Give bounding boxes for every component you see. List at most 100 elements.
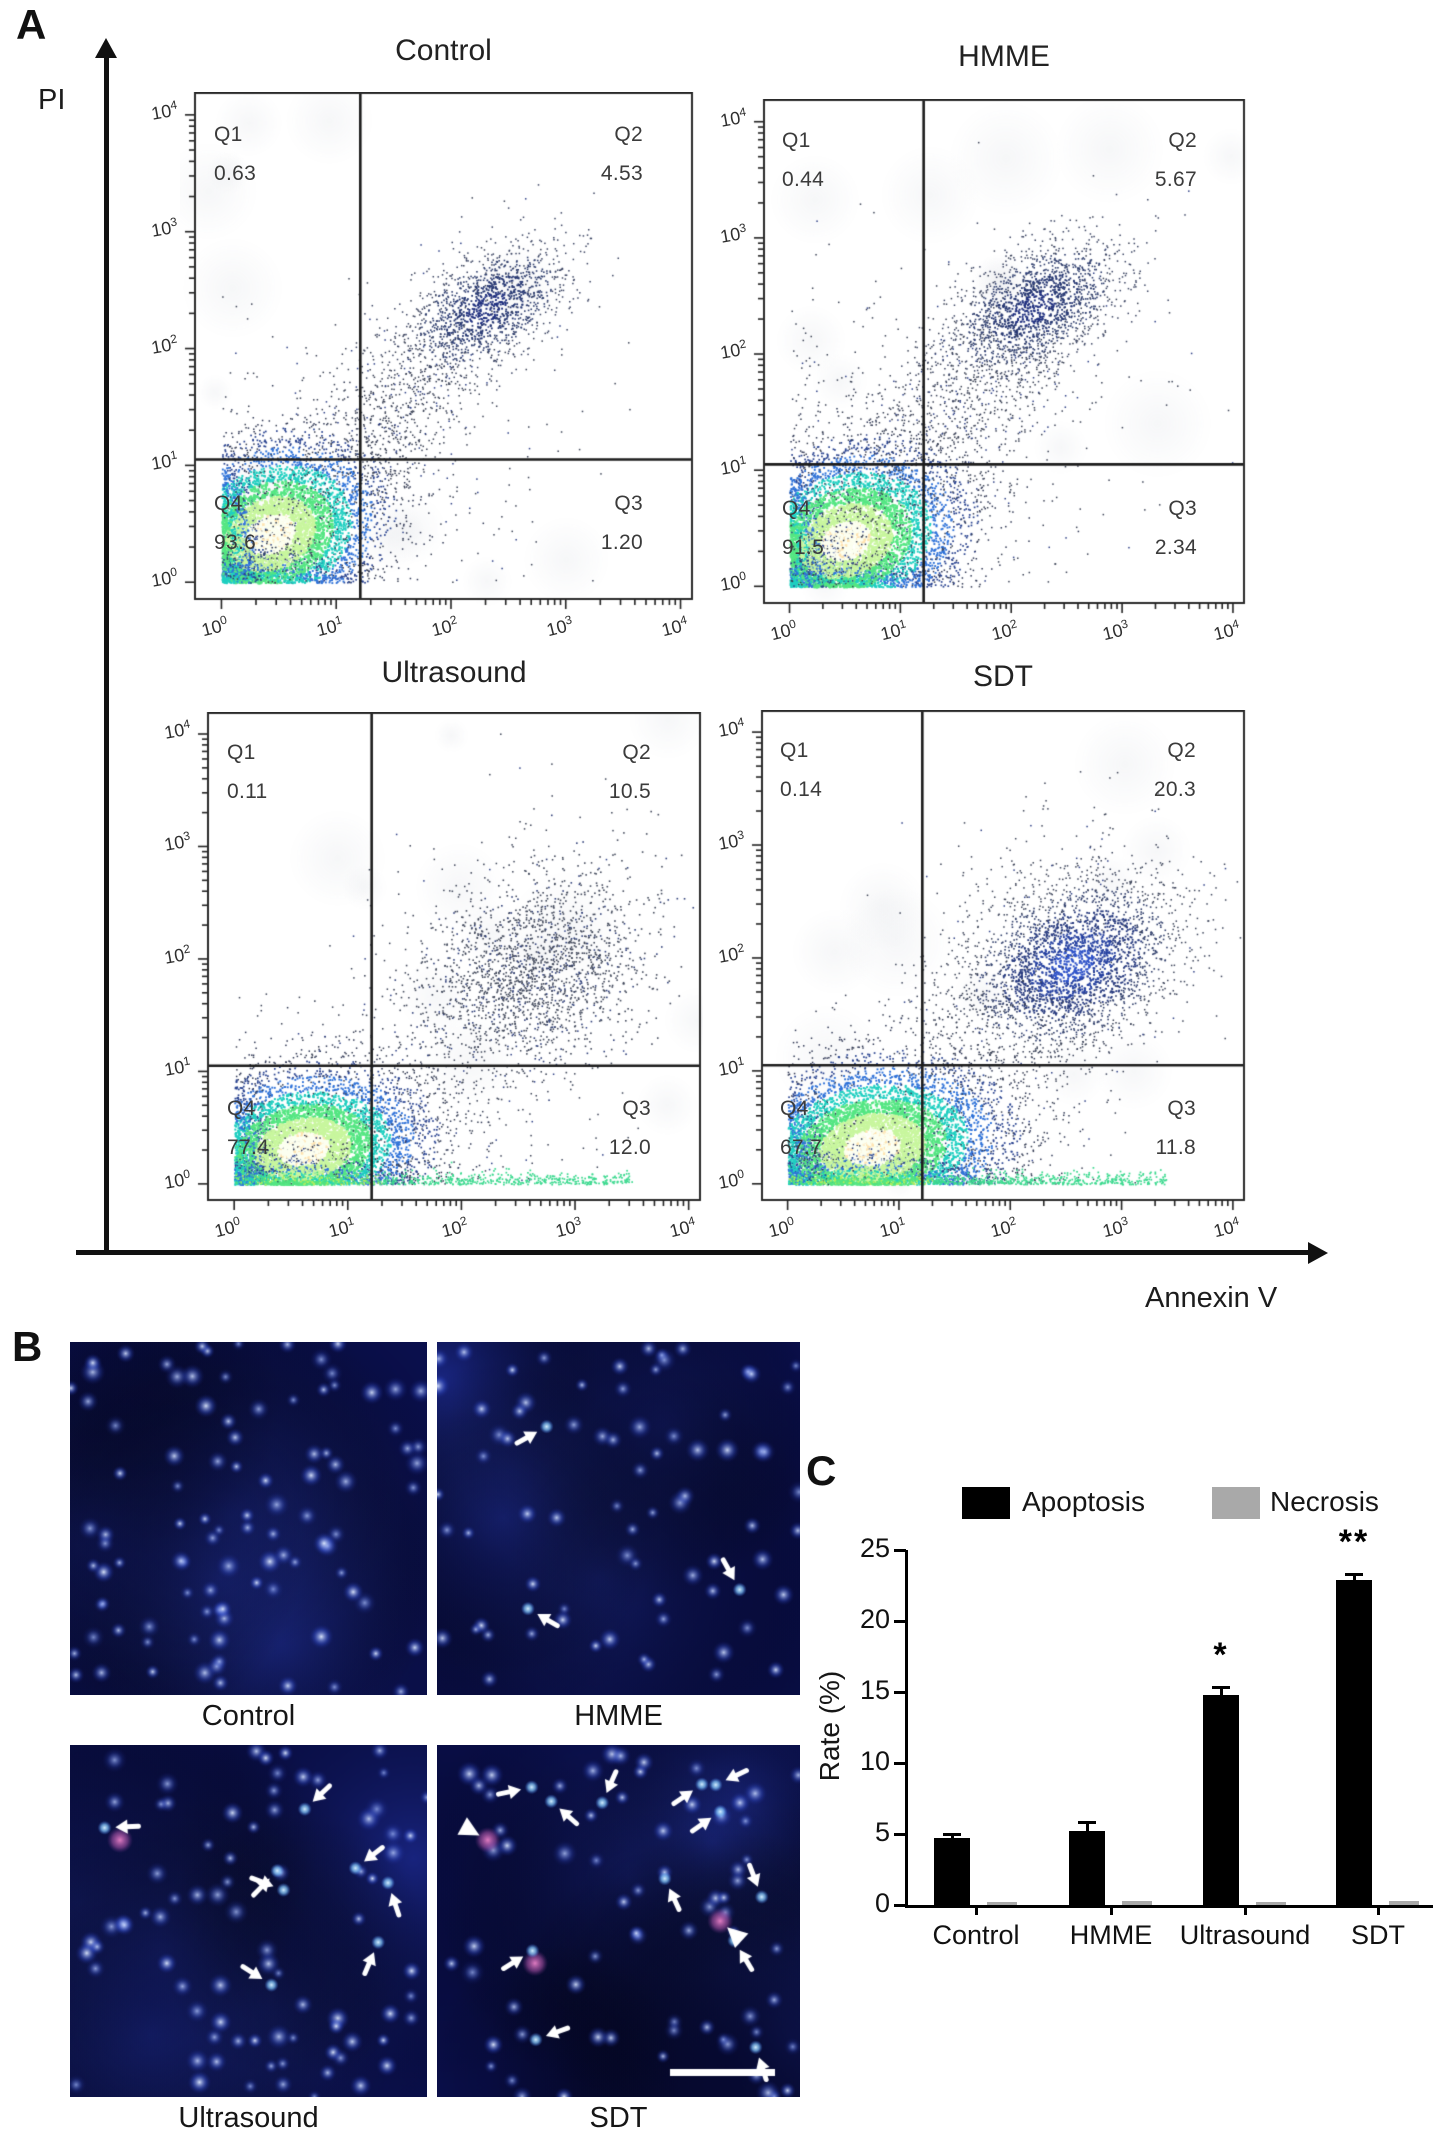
flow-y-tick-label: 104 <box>149 97 179 124</box>
x-tick-label: SDT <box>1351 1920 1405 1950</box>
annexin-axis-label: Annexin V <box>1145 1282 1278 1314</box>
flow-y-tick-label: 104 <box>162 716 192 743</box>
significance-annotation: * <box>1213 1636 1229 1675</box>
x-tick <box>1110 1905 1113 1915</box>
bar-necrosis <box>1389 1900 1419 1905</box>
quadrant-q4-value: 67.7 <box>780 1136 823 1159</box>
quadrant-q1-label: Q1 <box>780 739 809 762</box>
microscopy-image-control <box>70 1342 427 1695</box>
legend-label-necrosis: Necrosis <box>1270 1486 1379 1517</box>
panel-b-label: B <box>12 1323 43 1370</box>
panel-c-label: C <box>806 1447 837 1494</box>
annexin-axis-arrowhead-icon <box>1308 1241 1328 1264</box>
quadrant-q3-value: 12.0 <box>608 1136 651 1159</box>
significance-annotation: ** <box>1338 1522 1370 1561</box>
legend-swatch-apoptosis <box>962 1487 1010 1519</box>
flow-plot-title-hmme: HMME <box>958 40 1050 73</box>
y-tick <box>894 1904 906 1907</box>
quadrant-q3-label: Q3 <box>622 1097 651 1120</box>
annexin-axis-line <box>76 1250 1310 1255</box>
quadrant-q3-value: 2.34 <box>1154 536 1197 559</box>
microscopy-label-hmme: HMME <box>574 1700 663 1732</box>
flow-plot-title-ultrasound: Ultrasound <box>381 656 527 689</box>
quadrant-q2-value: 5.67 <box>1154 168 1197 191</box>
quadrant-q2-value: 4.53 <box>600 162 643 185</box>
y-tick <box>894 1762 906 1765</box>
quadrant-q3-label: Q3 <box>1167 1097 1196 1120</box>
flow-y-tick-label: 100 <box>718 568 748 596</box>
y-tick-label: 10 <box>859 1746 890 1776</box>
bar-apoptosis <box>1203 1694 1239 1905</box>
y-tick <box>894 1620 906 1623</box>
bar-necrosis <box>987 1902 1017 1905</box>
quadrant-q4-value: 91.5 <box>782 536 825 559</box>
flow-y-tick-label: 100 <box>162 1166 192 1193</box>
quadrant-q4-label: Q4 <box>214 492 243 515</box>
y-tick-label: 5 <box>874 1817 890 1847</box>
x-tick <box>975 1905 978 1915</box>
microscopy-label-sdt: SDT <box>589 2102 648 2134</box>
legend-label-apoptosis: Apoptosis <box>1022 1486 1145 1517</box>
y-tick-label: 25 <box>859 1533 890 1563</box>
y-tick <box>894 1549 906 1552</box>
quadrant-q4-label: Q4 <box>780 1097 809 1120</box>
flow-y-tick-label: 101 <box>149 447 179 475</box>
flow-y-tick-label: 103 <box>718 220 748 247</box>
bar-apoptosis <box>1069 1831 1105 1905</box>
flow-y-tick-label: 104 <box>718 104 748 131</box>
x-tick <box>1244 1905 1247 1915</box>
quadrant-q4-label: Q4 <box>227 1097 256 1120</box>
bar-apoptosis <box>934 1838 970 1905</box>
quadrant-q1-value: 0.14 <box>780 778 823 801</box>
y-tick-label: 20 <box>859 1604 890 1634</box>
bar-necrosis <box>1122 1900 1152 1905</box>
quadrant-q1-value: 0.11 <box>227 780 268 803</box>
quadrant-q1-label: Q1 <box>227 741 256 764</box>
flow-plot-canvas-ultrasound <box>193 712 703 1219</box>
quadrant-q2-value: 10.5 <box>608 780 651 803</box>
quadrant-q2-value: 20.3 <box>1153 778 1196 801</box>
quadrant-q4-label: Q4 <box>782 497 811 520</box>
quadrant-q1-value: 0.63 <box>214 162 257 185</box>
quadrant-q2-label: Q2 <box>1168 129 1197 152</box>
quadrant-q3-label: Q3 <box>614 492 643 515</box>
error-bar <box>1345 1572 1363 1583</box>
bar-chart: 0 5 10 15 20 25 Control HMME Ultrasound * SDT ** <box>860 1525 1433 1950</box>
pi-axis-line <box>104 56 109 1252</box>
quadrant-q1-label: Q1 <box>782 129 811 152</box>
flow-plot-title-control: Control <box>395 34 492 67</box>
microscopy-image-hmme <box>437 1342 800 1695</box>
error-bar <box>1212 1686 1230 1698</box>
flow-plot-canvas-sdt <box>747 710 1247 1219</box>
quadrant-q3-value: 11.8 <box>1155 1136 1196 1159</box>
microscopy-label-ultrasound: Ultrasound <box>178 2102 319 2134</box>
y-tick-label: 15 <box>859 1675 890 1705</box>
flow-y-tick-label: 100 <box>149 564 179 592</box>
panel-a-label: A <box>16 1 47 48</box>
x-tick-label: Ultrasound <box>1179 1920 1311 1950</box>
flow-y-tick-label: 103 <box>162 828 192 856</box>
y-tick <box>894 1833 906 1836</box>
microscopy-image-ultrasound <box>70 1745 427 2097</box>
flow-plot-title-sdt: SDT <box>973 660 1033 693</box>
quadrant-q3-value: 1.20 <box>600 531 643 554</box>
flow-y-tick-label: 101 <box>162 1053 192 1081</box>
flow-y-tick-label: 102 <box>149 331 179 358</box>
quadrant-q1-value: 0.44 <box>782 168 825 191</box>
x-tick-label: Control <box>932 1920 1020 1950</box>
flow-y-tick-label: 102 <box>718 336 748 363</box>
flow-plot-canvas-hmme <box>749 99 1247 622</box>
quadrant-q2-label: Q2 <box>614 123 643 146</box>
flow-plot-canvas-control <box>180 92 695 618</box>
quadrant-q2-label: Q2 <box>1167 739 1196 762</box>
flow-y-tick-label: 103 <box>149 214 179 241</box>
y-tick-label: 0 <box>874 1888 890 1918</box>
quadrant-q2-label: Q2 <box>622 741 651 764</box>
quadrant-q3-label: Q3 <box>1168 497 1197 520</box>
x-tick <box>1377 1905 1380 1915</box>
legend-swatch-necrosis <box>1212 1487 1260 1519</box>
x-tick-label: HMME <box>1069 1920 1153 1950</box>
bar-necrosis <box>1256 1902 1286 1905</box>
pi-axis-arrowhead-icon <box>95 38 117 58</box>
